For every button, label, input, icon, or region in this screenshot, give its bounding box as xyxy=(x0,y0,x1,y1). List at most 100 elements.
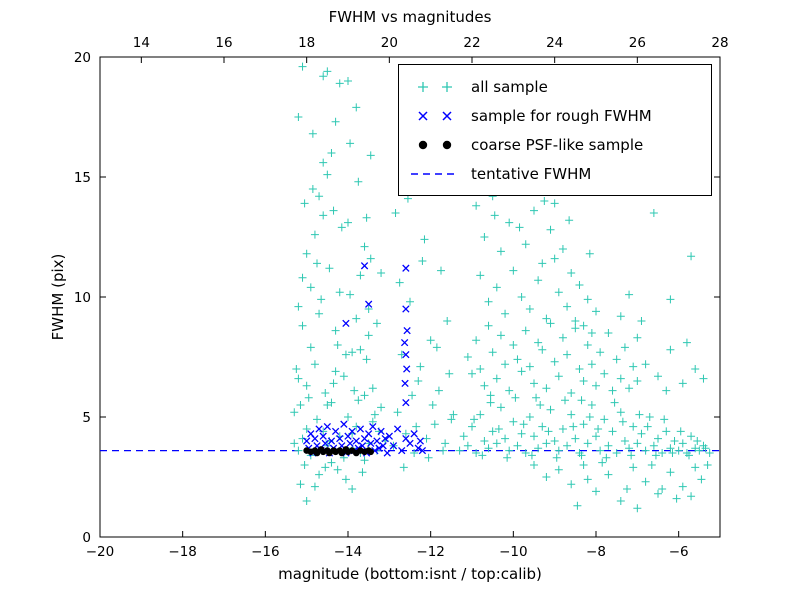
plus-marker xyxy=(304,393,313,402)
plus-marker xyxy=(598,458,607,467)
plus-marker xyxy=(352,103,361,112)
x-tick-label-bottom: −8 xyxy=(586,544,606,560)
plus-marker xyxy=(426,336,435,345)
plus-marker xyxy=(697,475,706,484)
plus-marker xyxy=(527,451,536,460)
plus-marker xyxy=(596,348,605,357)
plus-marker xyxy=(298,62,307,71)
plus-marker xyxy=(649,209,658,217)
plus-marker xyxy=(629,422,638,431)
plus-marker xyxy=(546,319,555,328)
plus-marker xyxy=(629,362,638,371)
plus-marker xyxy=(296,401,305,409)
plus-marker xyxy=(637,429,646,438)
x-marker xyxy=(379,442,387,450)
plus-marker xyxy=(532,393,541,402)
plus-marker xyxy=(565,216,574,225)
plus-marker xyxy=(410,449,419,457)
plus-marker xyxy=(348,485,357,493)
plus-marker xyxy=(511,393,520,402)
plus-marker xyxy=(327,149,336,157)
plus-marker xyxy=(302,425,311,433)
plus-marker xyxy=(558,333,567,342)
plus-marker xyxy=(428,401,437,409)
y-tick-label: 10 xyxy=(74,290,91,306)
plus-marker xyxy=(335,79,344,88)
x-marker xyxy=(418,446,427,455)
x-marker xyxy=(327,437,336,445)
plus-marker xyxy=(352,422,361,431)
legend-marker-svg xyxy=(411,172,459,175)
x-tick-label-top: 14 xyxy=(133,35,150,51)
plus-marker xyxy=(616,374,625,383)
plus-marker xyxy=(501,309,510,318)
plus-marker xyxy=(612,355,621,364)
plus-marker xyxy=(625,444,634,453)
plus-marker xyxy=(319,72,328,81)
plus-marker xyxy=(546,225,555,234)
plus-marker xyxy=(414,377,423,385)
plus-marker xyxy=(525,305,534,313)
plus-marker xyxy=(592,487,600,496)
plus-marker xyxy=(515,223,524,232)
plus-marker xyxy=(633,333,642,342)
plus-marker xyxy=(610,398,619,407)
x-marker xyxy=(342,319,350,328)
plus-marker xyxy=(654,434,662,443)
x-marker xyxy=(398,446,406,455)
plus-marker xyxy=(430,420,439,429)
plus-marker xyxy=(575,281,584,289)
plus-marker xyxy=(618,417,627,426)
plus-marker xyxy=(478,451,487,460)
plus-marker xyxy=(341,350,350,359)
x-marker xyxy=(360,262,369,270)
x-marker xyxy=(331,427,340,436)
plus-marker xyxy=(571,324,580,333)
plus-marker xyxy=(567,410,576,419)
plus-marker xyxy=(592,381,600,390)
legend-item-rough-fwhm: sample for rough FWHM xyxy=(407,101,703,130)
legend-item-all-sample: all sample xyxy=(407,72,703,101)
plus-marker xyxy=(651,451,660,460)
plus-marker xyxy=(666,295,675,304)
plus-marker xyxy=(463,353,472,361)
plus-marker xyxy=(377,269,386,277)
plus-marker xyxy=(323,401,332,409)
plus-marker xyxy=(346,139,355,148)
plus-marker xyxy=(327,458,336,467)
plus-marker xyxy=(315,192,324,201)
plus-marker xyxy=(319,158,328,167)
plus-marker xyxy=(536,401,545,409)
plus-marker xyxy=(569,422,578,431)
plus-marker xyxy=(298,273,307,282)
plus-marker xyxy=(300,461,309,469)
plus-marker xyxy=(319,427,328,436)
plus-marker xyxy=(360,242,369,251)
plus-marker xyxy=(422,434,431,443)
x-tick-label-bottom: −14 xyxy=(334,544,363,560)
x-marker xyxy=(321,439,329,448)
plus-marker xyxy=(600,369,609,378)
plus-marker xyxy=(604,329,613,337)
plus-marker xyxy=(300,199,309,208)
plus-marker xyxy=(666,444,675,453)
x-marker xyxy=(402,305,410,313)
plus-marker xyxy=(298,434,307,443)
plus-marker xyxy=(360,456,369,465)
plus-marker xyxy=(364,331,373,340)
legend-item-psf-sample: coarse PSF-like sample xyxy=(407,130,703,159)
plus-marker xyxy=(358,468,367,477)
plus-marker xyxy=(344,413,352,421)
plus-marker xyxy=(571,434,580,443)
plus-marker xyxy=(323,67,332,76)
x-marker xyxy=(373,437,381,445)
plus-marker xyxy=(513,355,522,364)
plus-marker xyxy=(654,489,662,498)
plus-marker xyxy=(587,401,596,409)
x-marker-icon xyxy=(407,107,463,125)
plus-marker xyxy=(705,449,714,457)
plus-marker xyxy=(544,427,553,436)
x-marker xyxy=(319,432,327,440)
plus-marker xyxy=(434,386,443,395)
legend-marker-svg xyxy=(418,140,452,149)
